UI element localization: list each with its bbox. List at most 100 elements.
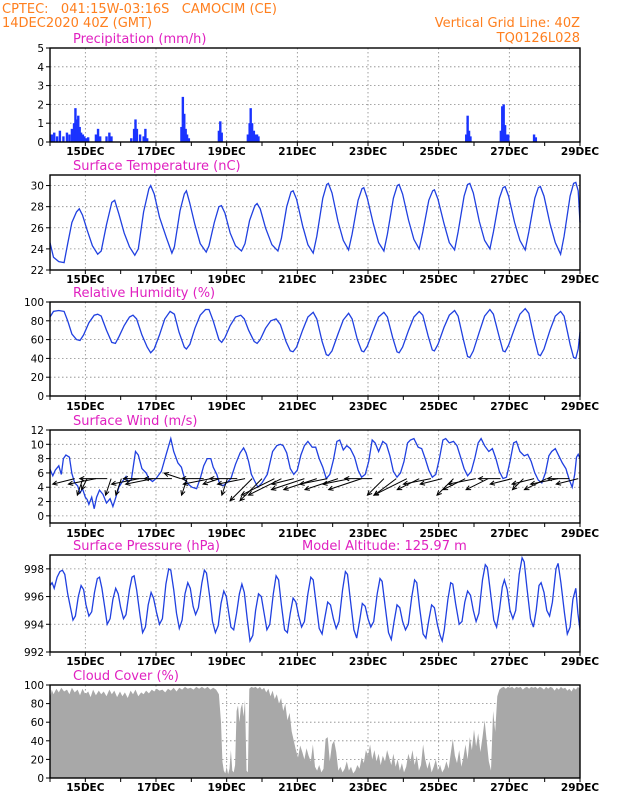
y-tick-label: 100 <box>24 297 44 309</box>
data-marks <box>50 686 580 778</box>
precip-bar <box>501 106 504 142</box>
wind-vector-shaft <box>556 478 579 485</box>
precip-bar <box>183 113 186 142</box>
x-tick-label: 17DEC <box>137 401 176 413</box>
y-tick-label: 80 <box>31 316 44 328</box>
wind-vector-head <box>303 485 310 491</box>
y-axis: 0 20 40 60 80 100 <box>24 680 50 785</box>
x-tick-label: 15DEC <box>66 146 105 158</box>
wind-vector-head <box>240 490 247 496</box>
y-tick-label: 0 <box>37 137 44 149</box>
x-tick-label: 25DEC <box>420 274 459 286</box>
wind-vector-head <box>436 490 442 496</box>
wind-vector-shaft <box>367 478 385 496</box>
data-marks <box>49 555 581 644</box>
wind-vector-shaft <box>239 478 263 501</box>
wind-vector-head <box>180 490 186 497</box>
wind-vector-head <box>523 485 530 491</box>
wind-vector-shaft <box>420 478 443 485</box>
x-tick-label: 29DEC <box>561 274 600 286</box>
y-tick-label: 40 <box>31 353 44 365</box>
panel-title: Surface Wind (m/s) <box>73 414 197 429</box>
x-tick-label: 15DEC <box>66 528 105 540</box>
precip-bar <box>58 130 62 142</box>
precip-bar <box>84 138 88 142</box>
x-tick-label: 25DEC <box>420 656 459 668</box>
x-tick-label: 17DEC <box>137 782 176 794</box>
panel-frame <box>49 301 581 397</box>
wind-vector-head <box>447 480 454 486</box>
precip-bar <box>53 132 56 142</box>
x-tick-label: 27DEC <box>490 401 529 413</box>
wind-vector-shaft <box>397 478 420 491</box>
panel-frame <box>49 47 581 143</box>
grid-lines <box>50 175 581 270</box>
precip-bar <box>249 108 252 142</box>
x-tick-label: 23DEC <box>349 656 388 668</box>
y-tick-label: 30 <box>31 181 44 193</box>
wind-vector-head <box>180 476 187 482</box>
header-model-id: TQ0126L028 <box>496 31 580 46</box>
precip-bar <box>184 128 187 142</box>
y-tick-label: 6 <box>37 468 44 480</box>
humidity-series-line <box>49 307 581 360</box>
y-tick-label: 3 <box>37 81 44 93</box>
panel-precip: Precipitation (mm/h) 0 1 2 3 4 5 15DEC 17DEC 19DE… <box>37 32 599 158</box>
wind-vector-head <box>229 495 235 502</box>
y-tick-label: 994 <box>24 619 44 631</box>
precip-bar <box>250 123 254 142</box>
wind-vector-head <box>396 485 403 491</box>
wind-vector-shaft <box>217 478 246 485</box>
x-tick-label: 27DEC <box>490 782 529 794</box>
x-tick-label: 23DEC <box>349 782 388 794</box>
precip-bar <box>532 134 536 142</box>
precip-bar <box>465 134 468 142</box>
wind-vector-shaft <box>530 478 559 485</box>
x-tick-label: 19DEC <box>208 274 247 286</box>
wind-vector-shaft <box>512 478 524 490</box>
precip-bar <box>96 128 100 142</box>
precip-bar <box>181 96 185 142</box>
grid-lines <box>50 302 581 396</box>
y-tick-label: 40 <box>31 736 44 748</box>
precip-bar <box>219 121 222 142</box>
precip-bar <box>132 128 136 142</box>
chart-header: CPTEC: 041:15W-03:16S CAMOCIM (CE) 14DEC… <box>2 2 580 46</box>
y-tick-label: 24 <box>31 244 45 256</box>
y-tick-label: 8 <box>37 454 44 466</box>
wind-vector-head <box>546 476 553 482</box>
y-tick-label: 10 <box>31 439 44 451</box>
wind-vector-head <box>51 480 58 486</box>
wind-vector-shaft <box>202 478 220 485</box>
wind-vector-shaft <box>68 478 97 485</box>
wind-vector-head <box>76 490 82 497</box>
x-tick-label: 17DEC <box>137 656 176 668</box>
x-tick-label: 23DEC <box>349 528 388 540</box>
wind-vector-shaft <box>52 478 75 485</box>
panel-title: Precipitation (mm/h) <box>73 32 206 47</box>
x-tick-label: 19DEC <box>208 146 247 158</box>
temperature-series-line <box>49 181 581 264</box>
y-tick-label: 28 <box>31 202 44 214</box>
y-tick-label: 5 <box>37 43 44 55</box>
x-axis: 15DEC 17DEC 19DEC 21DEC 23DEC 25DEC 27DEC 29DEC <box>49 270 600 286</box>
x-tick-label: 19DEC <box>208 528 247 540</box>
wind-vector-head <box>78 476 85 482</box>
wind-vector-head <box>202 480 209 486</box>
precip-bar <box>130 138 133 142</box>
precip-bar <box>145 138 149 142</box>
x-tick-label: 27DEC <box>490 656 529 668</box>
x-tick-label: 23DEC <box>349 146 388 158</box>
precip-bar <box>254 134 257 142</box>
data-marks <box>49 181 581 264</box>
y-axis: 22 24 26 28 30 <box>31 181 50 277</box>
data-marks <box>49 436 581 509</box>
x-tick-label: 27DEC <box>490 274 529 286</box>
wind-vector-head <box>298 480 305 486</box>
data-marks <box>49 307 581 360</box>
y-tick-label: 12 <box>31 425 44 437</box>
precip-bar <box>469 136 472 142</box>
wind-vector-head <box>81 484 86 491</box>
